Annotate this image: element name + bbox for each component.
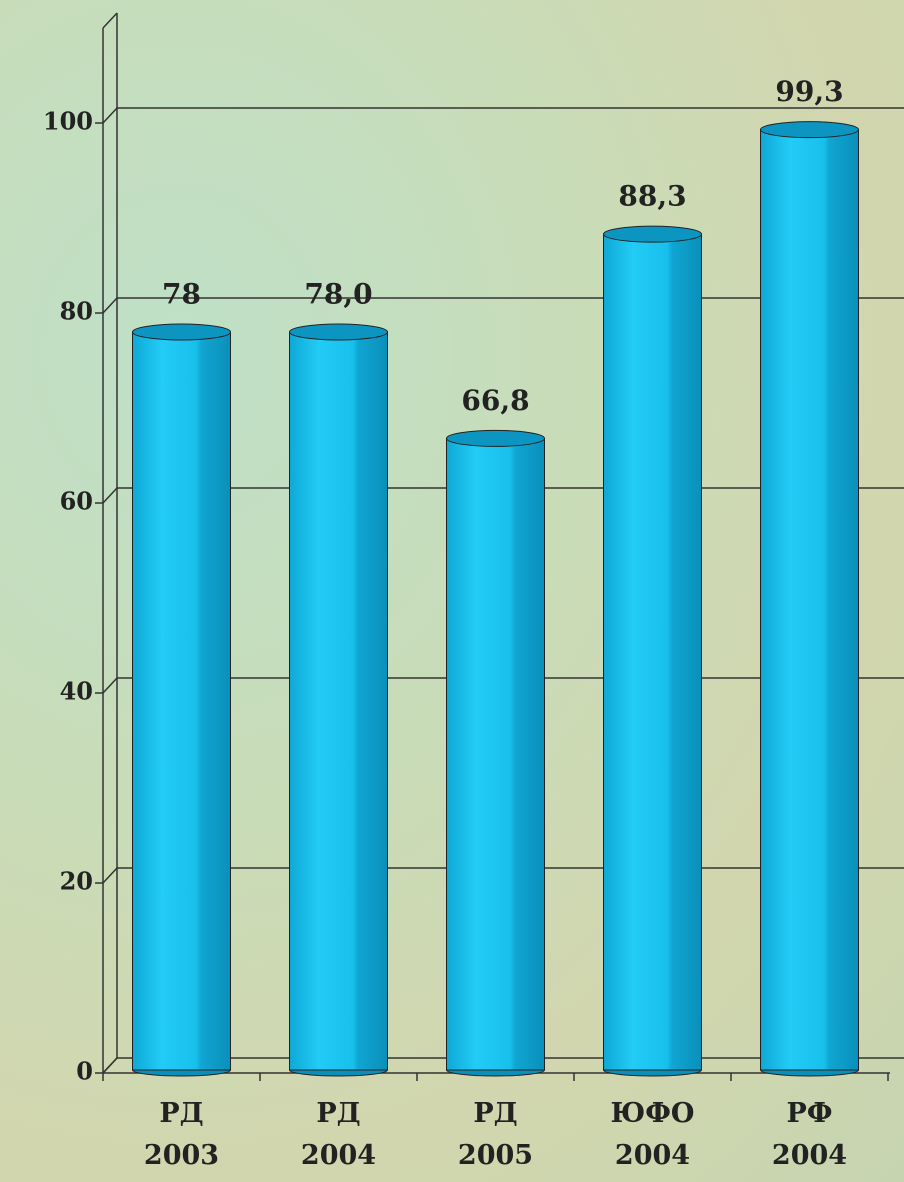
value-label: 78,0 [304,278,372,311]
bar-top [603,225,702,243]
value-label: 99,3 [775,75,843,108]
x-tick-label: ЮФО 2004 [610,1098,695,1171]
value-label: 88,3 [618,180,686,213]
grid-line [102,107,904,124]
side-top-edge [102,12,118,29]
bar [289,331,388,1071]
y-tick-label: 100 [43,107,93,136]
x-tick-label: РД 2005 [457,1098,534,1171]
x-tick-label: РД 2003 [143,1098,220,1171]
x-tick-label: РФ 2004 [771,1098,848,1171]
y-tick-label: 60 [60,487,93,516]
y-tick-label: 80 [60,297,93,326]
x-tick-label: РД 2004 [300,1098,377,1171]
y-tick-label: 0 [76,1057,93,1086]
bar-top [760,121,859,139]
bar [603,233,702,1071]
bar [446,437,545,1071]
bar [760,129,859,1071]
value-label: 78 [162,278,201,311]
value-label: 66,8 [461,384,529,417]
y-tick-label: 40 [60,677,93,706]
bar-top [446,429,545,447]
bar [132,331,231,1071]
bar-top [289,323,388,341]
bar-top [132,323,231,341]
y-tick-label: 20 [60,867,93,896]
